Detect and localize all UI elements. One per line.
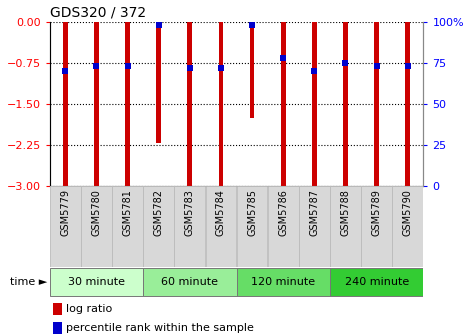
Bar [187,22,192,186]
Bar [405,22,410,186]
Text: percentile rank within the sample: percentile rank within the sample [67,323,254,333]
Text: log ratio: log ratio [67,304,113,314]
Text: time ►: time ► [10,277,47,287]
Text: GSM5786: GSM5786 [278,189,288,236]
Bar [53,323,61,334]
Bar [219,22,223,186]
Bar [268,186,298,267]
Bar [143,268,236,296]
Bar [361,186,392,267]
Bar [156,22,161,142]
Bar [53,303,61,315]
Text: GSM5785: GSM5785 [247,189,257,236]
Bar [94,22,99,186]
Bar [50,186,81,267]
Bar [312,22,317,186]
Bar [205,186,236,267]
Text: GSM5782: GSM5782 [154,189,164,236]
Bar [250,22,254,118]
Text: GSM5790: GSM5790 [403,189,413,236]
Bar [392,186,423,267]
Text: GSM5783: GSM5783 [185,189,195,236]
Text: GSM5789: GSM5789 [372,189,382,236]
Text: GSM5787: GSM5787 [309,189,319,236]
Text: GSM5780: GSM5780 [91,189,101,236]
Text: GSM5781: GSM5781 [123,189,132,236]
Bar [299,186,330,267]
Text: 30 minute: 30 minute [68,277,125,287]
Bar [281,22,286,186]
Bar [343,22,348,186]
Text: 240 minute: 240 minute [344,277,409,287]
Bar [236,186,268,267]
Bar [374,22,379,186]
Bar [175,186,205,267]
Bar [143,186,174,267]
Text: GSM5779: GSM5779 [60,189,70,236]
Bar [236,268,330,296]
Text: GDS320 / 372: GDS320 / 372 [50,5,146,19]
Text: GSM5788: GSM5788 [341,189,350,236]
Bar [330,186,361,267]
Text: 60 minute: 60 minute [161,277,219,287]
Bar [112,186,143,267]
Bar [125,22,130,186]
Text: 120 minute: 120 minute [251,277,315,287]
Bar [63,22,68,186]
Text: GSM5784: GSM5784 [216,189,226,236]
Bar [330,268,423,296]
Bar [81,186,112,267]
Bar [50,268,143,296]
